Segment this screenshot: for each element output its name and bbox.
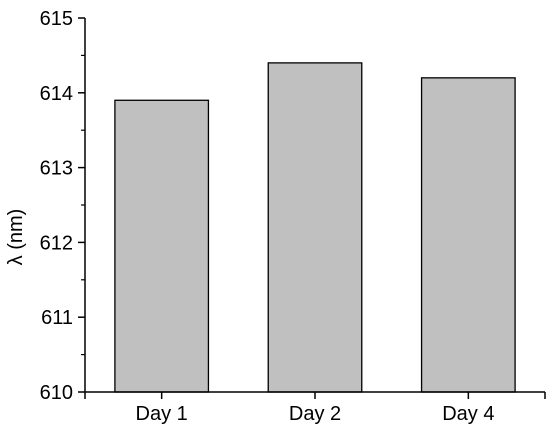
y-tick-label: 611 [41, 307, 73, 329]
y-tick-label: 614 [40, 83, 73, 105]
bar-day-1 [114, 99, 210, 393]
y-axis-title: λ (nm) [5, 209, 27, 266]
x-tick-label: Day 1 [136, 403, 188, 425]
y-tick-label: 610 [40, 382, 73, 404]
x-tick-label: Day 4 [442, 403, 494, 425]
y-tick-label: 613 [40, 158, 73, 180]
x-ticks: Day 1 Day 2 Day 4 [84, 392, 546, 425]
x-tick-label: Day 2 [289, 403, 341, 425]
bars-layer [114, 62, 516, 393]
bar-day-4 [420, 77, 516, 393]
bar-day-2 [267, 62, 363, 393]
y-tick-label: 612 [40, 232, 73, 254]
y-ticks: 610 611 612 613 614 615 [40, 8, 85, 404]
y-tick-label: 615 [40, 8, 73, 30]
